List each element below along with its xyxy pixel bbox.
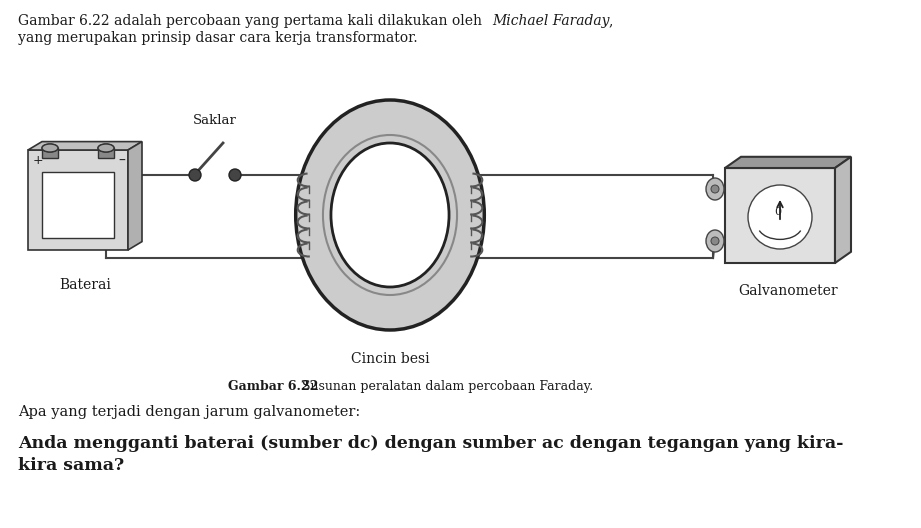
Ellipse shape xyxy=(42,144,58,152)
Text: Galvanometer: Galvanometer xyxy=(739,284,838,298)
Circle shape xyxy=(229,169,241,181)
Ellipse shape xyxy=(98,144,114,152)
Text: –: – xyxy=(118,154,125,168)
Circle shape xyxy=(711,237,719,245)
Text: Apa yang terjadi dengan jarum galvanometer:: Apa yang terjadi dengan jarum galvanomet… xyxy=(18,405,360,419)
Circle shape xyxy=(748,185,812,249)
Text: kira sama?: kira sama? xyxy=(18,457,124,474)
Text: Susunan peralatan dalam percobaan Faraday.: Susunan peralatan dalam percobaan Farada… xyxy=(298,380,593,393)
Text: +: + xyxy=(33,154,43,167)
Text: Cincin besi: Cincin besi xyxy=(351,352,429,366)
Polygon shape xyxy=(28,142,142,150)
Text: 0: 0 xyxy=(775,207,782,217)
Polygon shape xyxy=(98,148,114,158)
Polygon shape xyxy=(128,142,142,250)
Ellipse shape xyxy=(98,144,114,152)
Circle shape xyxy=(189,169,201,181)
Polygon shape xyxy=(28,150,128,250)
Ellipse shape xyxy=(296,100,484,330)
Text: yang merupakan prinsip dasar cara kerja transformator.: yang merupakan prinsip dasar cara kerja … xyxy=(18,31,417,45)
Polygon shape xyxy=(725,157,851,168)
Text: Gambar 6.22: Gambar 6.22 xyxy=(228,380,319,393)
Polygon shape xyxy=(725,168,835,263)
Text: Saklar: Saklar xyxy=(193,114,237,127)
Text: Anda mengganti baterai (sumber dc) dengan sumber ac dengan tegangan yang kira-: Anda mengganti baterai (sumber dc) denga… xyxy=(18,435,844,452)
Circle shape xyxy=(711,185,719,193)
Text: Gambar 6.22 adalah percobaan yang pertama kali dilakukan oleh: Gambar 6.22 adalah percobaan yang pertam… xyxy=(18,14,486,28)
Text: Baterai: Baterai xyxy=(59,278,111,292)
Text: Michael Faraday: Michael Faraday xyxy=(492,14,610,28)
Polygon shape xyxy=(42,148,58,158)
Ellipse shape xyxy=(42,144,58,152)
Polygon shape xyxy=(42,172,114,238)
Polygon shape xyxy=(835,157,851,263)
Ellipse shape xyxy=(706,178,724,200)
Text: ,: , xyxy=(608,14,612,28)
Ellipse shape xyxy=(331,143,449,287)
Ellipse shape xyxy=(706,230,724,252)
